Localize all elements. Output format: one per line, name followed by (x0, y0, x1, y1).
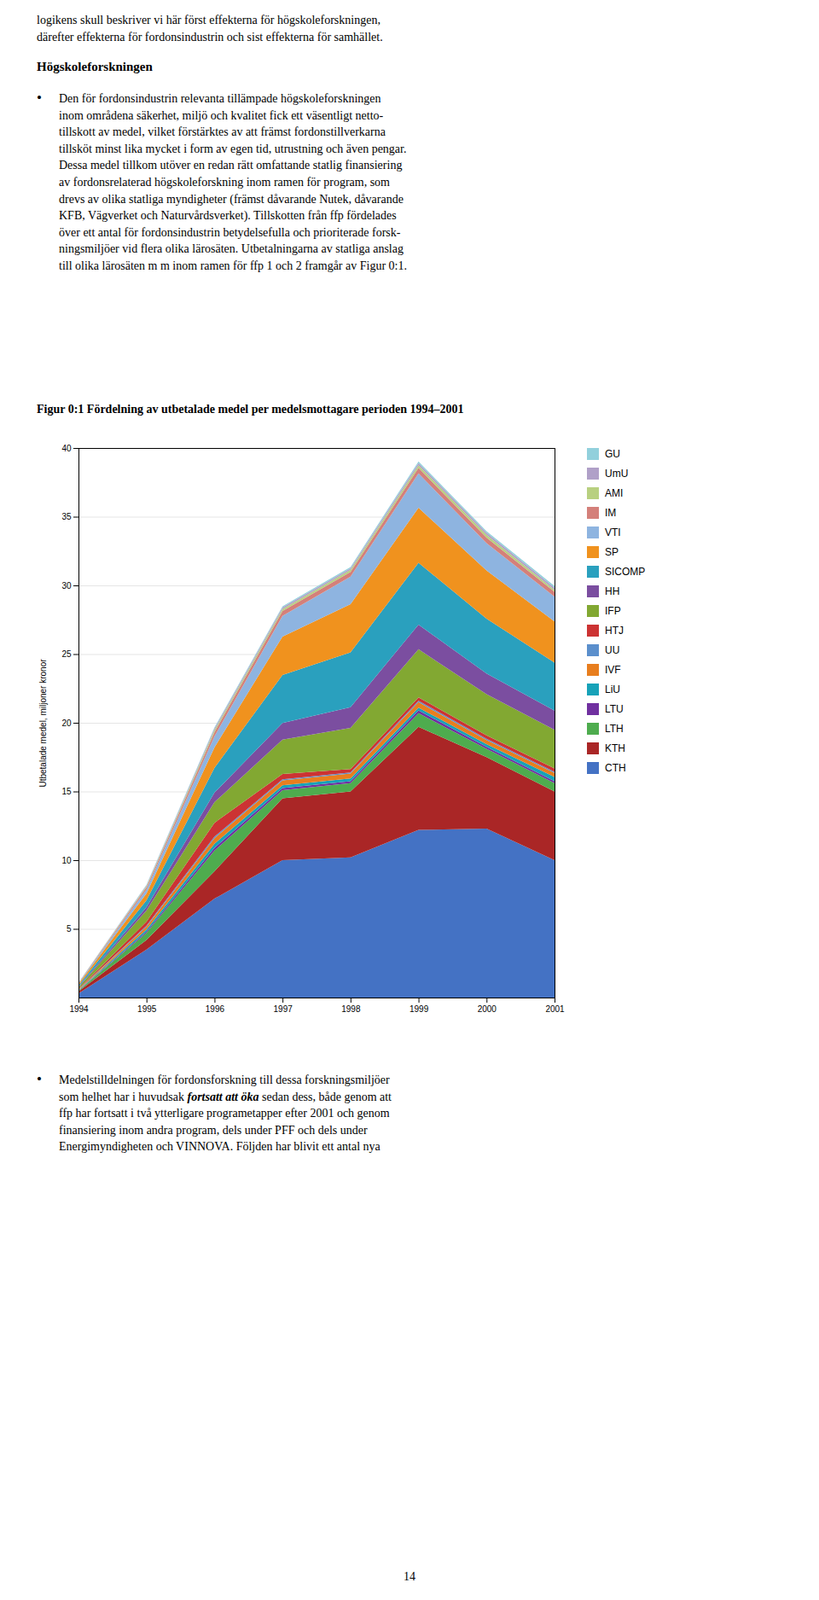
svg-text:1996: 1996 (205, 1004, 226, 1014)
html-text:SP: SP (604, 546, 619, 558)
html-text:LTU: LTU (604, 702, 624, 715)
html-text:IFP: IFP (604, 604, 621, 617)
html-text:Den för fordonsindustrin relev: Den för fordonsindustrin relevanta tillä… (58, 92, 381, 105)
svg-text:10: 10 (61, 855, 72, 866)
html-text:över ett antal för fordonsindu: över ett antal för fordonsindustrin bety… (58, 225, 401, 239)
svg-text:30: 30 (61, 580, 72, 591)
html-text:ffp har fortsatt i två ytterli: ffp har fortsatt i två ytterligare progr… (58, 1106, 390, 1120)
html-text:IVF: IVF (604, 663, 621, 676)
html-text:inom områdena säkerhet, miljö: inom områdena säkerhet, miljö och kvalit… (58, 108, 384, 122)
svg-text:15: 15 (61, 786, 72, 796)
svg-text:25: 25 (61, 649, 72, 659)
svg-text:1997: 1997 (273, 1004, 294, 1014)
html-text:tillskott av medel, vilket för: tillskott av medel, vilket förstärktes a… (58, 125, 386, 139)
html-text:Energimyndigheten och VINNOVA.: Energimyndigheten och VINNOVA. Följden h… (58, 1140, 381, 1153)
svg-text:1995: 1995 (137, 1004, 157, 1014)
html-text:Högskoleforskningen: Högskoleforskningen (36, 59, 153, 74)
html-text:därefter effekterna för fordon: därefter effekterna för fordonsindustrin… (36, 30, 383, 44)
html-text:till olika lärosäten m m inom: till olika lärosäten m m inom ramen för … (58, 259, 407, 273)
svg-text:5: 5 (66, 923, 72, 934)
html-text:HTJ: HTJ (604, 624, 624, 637)
html-text:drevs av olika statliga myndig: drevs av olika statliga myndigheter (frä… (58, 192, 404, 206)
html-text:IM: IM (604, 506, 617, 519)
html-text:AMI: AMI (604, 487, 624, 500)
svg-text:35: 35 (61, 511, 72, 522)
html-text:logikens skull beskriver vi hä: logikens skull beskriver vi här först ef… (36, 13, 381, 27)
svg-text:40: 40 (61, 443, 72, 454)
svg-text:1999: 1999 (409, 1004, 430, 1014)
html-text:HH: HH (604, 585, 620, 598)
svg-text:20: 20 (61, 718, 72, 728)
html-text:tillsköt minst lika mycket i f: tillsköt minst lika mycket i form av ege… (58, 142, 407, 156)
html-text:som helhet har i huvudsak fort: som helhet har i huvudsak fortsatt att ö… (58, 1089, 392, 1103)
svg-text:Utbetalade medel, miljoner kro: Utbetalade medel, miljoner kronor (38, 658, 48, 788)
html-text:Dessa medel tillkom utöver en: Dessa medel tillkom utöver en redan rätt… (58, 159, 403, 172)
html-text:SICOMP: SICOMP (604, 565, 646, 578)
html-text:UU: UU (604, 644, 620, 657)
html-text:LiU: LiU (604, 683, 621, 696)
svg-text:1998: 1998 (341, 1004, 361, 1014)
html-text:VTI: VTI (604, 526, 621, 539)
svg-text:2000: 2000 (477, 1004, 498, 1014)
html-text:Medelstilldelningen för fordon: Medelstilldelningen för fordonsforskning… (58, 1073, 390, 1087)
html-text:KTH: KTH (604, 742, 626, 755)
html-text:KFB, Vägverket och Naturvårdsv: KFB, Vägverket och Naturvårdsverket). Ti… (58, 209, 397, 222)
html-text:av fordonsrelaterad högskolefo: av fordonsrelaterad högskoleforskning in… (58, 175, 390, 189)
html-text:Figur 0:1 Fördelning av utbeta: Figur 0:1 Fördelning av utbetalade medel… (36, 402, 464, 416)
svg-text:2001: 2001 (545, 1004, 565, 1014)
svg-text:1994: 1994 (69, 1004, 89, 1014)
html-text:finansiering inom andra progra: finansiering inom andra program, dels un… (58, 1123, 368, 1137)
html-text:LTH: LTH (604, 722, 624, 735)
html-text:14: 14 (403, 1569, 416, 1583)
html-text:CTH: CTH (604, 761, 626, 774)
html-text:ningsmiljöer vid flera olika l: ningsmiljöer vid flera olika lärosäten. … (58, 242, 404, 256)
html-text:GU: GU (604, 447, 621, 460)
html-text:UmU: UmU (604, 467, 629, 480)
